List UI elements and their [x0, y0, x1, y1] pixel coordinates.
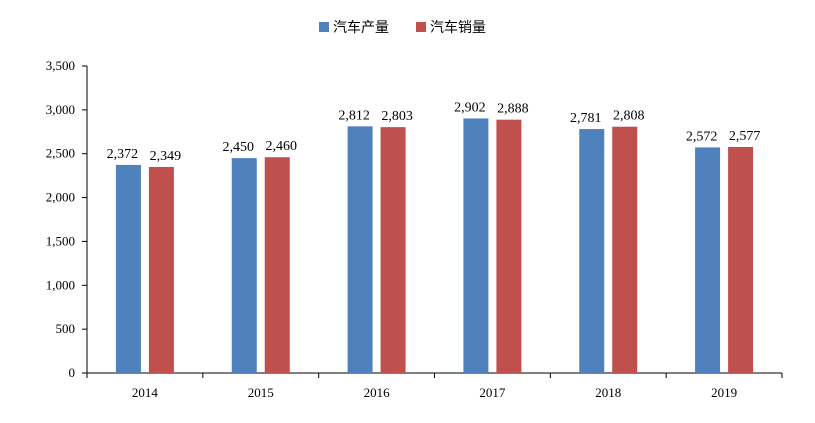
value-label-production: 2,902: [454, 100, 486, 115]
bar-production: [579, 129, 605, 373]
bar-production: [115, 164, 141, 373]
value-label-sales: 2,460: [266, 139, 298, 154]
bar-production: [695, 147, 721, 373]
x-tick-label: 2017: [479, 385, 506, 400]
y-axis-ticks: 0 500 1,000 1,500 2,000 2,500 3,000 3,500: [46, 58, 87, 380]
value-label-production: 2,372: [107, 147, 139, 162]
bar-sales: [148, 166, 174, 373]
value-label-sales: 2,888: [497, 102, 529, 117]
y-tick-label: 2,500: [46, 146, 75, 161]
value-label-production: 2,450: [223, 140, 255, 155]
value-label-production: 2,781: [570, 111, 602, 126]
value-label-sales: 2,349: [150, 149, 182, 164]
legend-label-production: 汽车产量: [333, 19, 389, 36]
y-tick-label: 1,500: [46, 233, 75, 248]
bar-sales: [728, 146, 754, 373]
y-tick-label: 1,000: [46, 277, 75, 292]
bar-production: [347, 126, 373, 373]
legend: 汽车产量 汽车销量: [319, 19, 486, 36]
y-tick-label: 2,000: [46, 190, 75, 205]
value-label-sales: 2,808: [613, 109, 645, 124]
legend-label-sales: 汽车销量: [430, 19, 486, 36]
x-tick-label: 2014: [132, 385, 159, 400]
bar-production: [463, 118, 489, 373]
y-tick-label: 3,500: [46, 58, 75, 73]
y-tick-label: 500: [56, 321, 76, 336]
bar-sales: [264, 157, 290, 373]
bar-sales: [380, 127, 406, 373]
value-label-production: 2,572: [686, 129, 718, 144]
x-tick-label: 2019: [711, 385, 737, 400]
value-label-sales: 2,803: [381, 109, 413, 124]
value-label-production: 2,812: [338, 108, 370, 123]
x-tick-label: 2018: [595, 385, 621, 400]
y-tick-label: 0: [69, 365, 76, 380]
y-tick-label: 3,000: [46, 102, 75, 117]
x-tick-label: 2016: [364, 385, 391, 400]
value-labels: 2,372 2,450 2,812 2,902 2,781 2,572 2,349 2,460…: [107, 100, 761, 164]
bar-production: [231, 158, 257, 373]
bar-sales: [612, 126, 638, 373]
legend-swatch-sales: [416, 22, 426, 32]
bar-sales: [496, 119, 522, 373]
value-label-sales: 2,577: [729, 129, 761, 144]
bars: [115, 118, 754, 373]
x-tick-label: 2015: [248, 385, 274, 400]
legend-swatch-production: [319, 22, 329, 32]
x-axis-ticks: 2014 2015 2016 2017 2018 2019: [86, 373, 783, 400]
